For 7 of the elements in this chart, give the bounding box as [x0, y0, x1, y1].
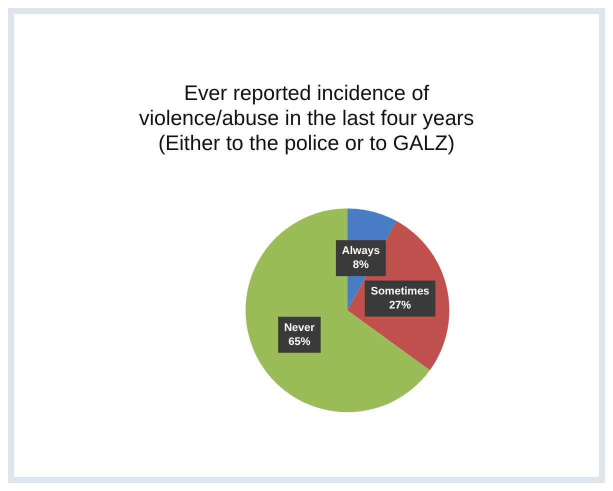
data-label: 8%	[352, 259, 370, 272]
slice-label: Sometimes	[370, 286, 430, 298]
data-label: 65%	[288, 336, 311, 348]
chart-title: Ever reported incidence of violence/abuse in the last four years (Either to the police or to GALZ)	[138, 82, 474, 155]
slice-label: Always	[342, 245, 380, 258]
slice-label: Never	[284, 322, 316, 334]
data-label: 27%	[389, 300, 412, 312]
